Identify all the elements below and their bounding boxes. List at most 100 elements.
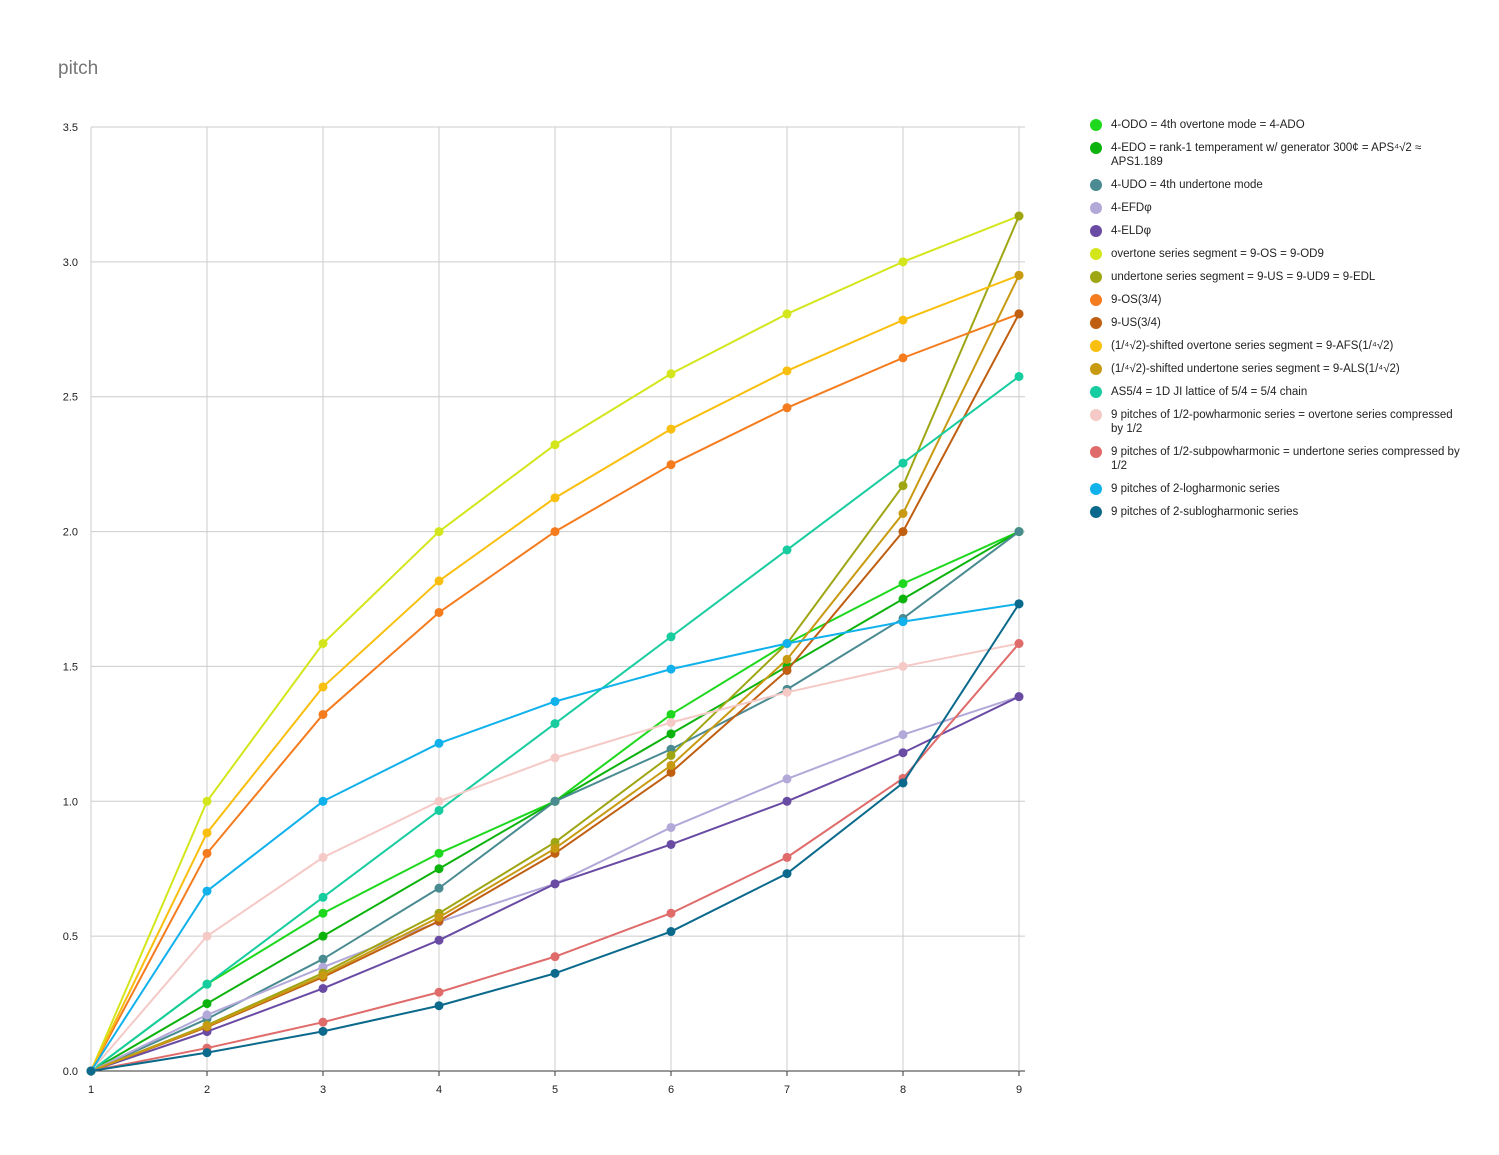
data-point <box>1014 270 1024 280</box>
data-point <box>202 999 212 1009</box>
legend-swatch <box>1090 409 1102 421</box>
legend-label: 9-OS(3/4) <box>1111 294 1162 306</box>
data-point <box>434 576 444 586</box>
data-point <box>550 837 560 847</box>
legend-swatch <box>1090 202 1102 214</box>
legend-swatch <box>1090 271 1102 283</box>
data-point <box>1014 309 1024 319</box>
data-point <box>1014 599 1024 609</box>
legend-label: 4-EFDφ <box>1111 202 1152 214</box>
x-tick-label: 9 <box>1016 1084 1022 1096</box>
chart-title: pitch <box>58 58 99 79</box>
data-point <box>202 886 212 896</box>
data-point <box>550 879 560 889</box>
data-point <box>666 760 676 770</box>
y-tick-label: 2.0 <box>63 527 78 539</box>
data-point <box>898 617 908 627</box>
data-point <box>86 1066 96 1076</box>
data-point <box>898 527 908 537</box>
y-tick-label: 3.0 <box>63 257 78 269</box>
legend-label: AS5/4 = 1D JI lattice of 5/4 = 5/4 chain <box>1111 386 1308 398</box>
data-point <box>666 744 676 754</box>
data-point <box>898 257 908 267</box>
data-point <box>318 908 328 918</box>
data-point <box>898 594 908 604</box>
data-point <box>550 527 560 537</box>
data-point <box>1014 371 1024 381</box>
data-point <box>434 848 444 858</box>
data-point <box>898 315 908 325</box>
legend-swatch <box>1090 446 1102 458</box>
legend-label: 4-EDO = rank-1 temperament w/ generator … <box>1111 142 1422 168</box>
legend-item: 9 pitches of 1/2-subpowharmonic = undert… <box>1090 445 1460 473</box>
legend-swatch <box>1090 317 1102 329</box>
data-point <box>434 796 444 806</box>
data-point <box>898 748 908 758</box>
y-tick-label: 0.0 <box>63 1066 78 1078</box>
legend-label: 9 pitches of 2-logharmonic series <box>1111 483 1280 495</box>
legend-item: 4-EDO = rank-1 temperament w/ generator … <box>1090 141 1460 169</box>
data-point <box>550 696 560 706</box>
x-tick-label: 8 <box>900 1084 906 1096</box>
data-point <box>318 852 328 862</box>
legend-label: 4-UDO = 4th undertone mode <box>1111 179 1263 191</box>
legend: 4-ODO = 4th overtone mode = 4-ADO 4-EDO =… <box>1090 118 1460 528</box>
legend-label: 9-US(3/4) <box>1111 317 1161 329</box>
data-point <box>666 369 676 379</box>
data-point <box>318 892 328 902</box>
data-point <box>782 545 792 555</box>
legend-label: 9 pitches of 1/2-powharmonic series = ov… <box>1111 409 1453 435</box>
legend-swatch <box>1090 179 1102 191</box>
data-point <box>550 952 560 962</box>
legend-swatch <box>1090 225 1102 237</box>
legend-swatch <box>1090 294 1102 306</box>
data-point <box>318 639 328 649</box>
legend-swatch <box>1090 119 1102 131</box>
legend-item: 9-OS(3/4) <box>1090 293 1460 307</box>
data-point <box>434 805 444 815</box>
legend-swatch <box>1090 363 1102 375</box>
data-point <box>434 1001 444 1011</box>
data-point <box>782 403 792 413</box>
data-point <box>434 527 444 537</box>
data-point <box>202 848 212 858</box>
data-point <box>1014 211 1024 221</box>
x-tick-label: 7 <box>784 1084 790 1096</box>
data-point <box>782 639 792 649</box>
data-point <box>782 774 792 784</box>
data-point <box>434 864 444 874</box>
y-tick-label: 2.5 <box>63 392 78 404</box>
data-point <box>318 1017 328 1027</box>
legend-item: (1/⁴√2)-shifted undertone series segment… <box>1090 362 1460 376</box>
data-point <box>782 869 792 879</box>
axes: 0.0 0.5 1.0 1.5 2.0 2.5 3.0 3.5 1 2 3 4 5 6 7 8 9 <box>63 122 1022 1096</box>
x-tick-label: 6 <box>668 1084 674 1096</box>
data-point <box>782 665 792 675</box>
data-point <box>550 796 560 806</box>
data-point <box>434 987 444 997</box>
data-point <box>434 607 444 617</box>
legend-item: 9 pitches of 2-logharmonic series <box>1090 482 1460 496</box>
data-point <box>434 883 444 893</box>
legend-label: 9 pitches of 1/2-subpowharmonic = undert… <box>1111 446 1460 472</box>
legend-label: (1/⁴√2)-shifted overtone series segment … <box>1111 340 1394 352</box>
data-point <box>434 738 444 748</box>
legend-item: 4-EFDφ <box>1090 201 1460 215</box>
legend-swatch <box>1090 386 1102 398</box>
data-point <box>782 796 792 806</box>
data-point <box>666 709 676 719</box>
data-point <box>666 839 676 849</box>
legend-swatch <box>1090 483 1102 495</box>
legend-item: 4-ELDφ <box>1090 224 1460 238</box>
data-point <box>782 309 792 319</box>
data-point <box>434 935 444 945</box>
legend-swatch <box>1090 248 1102 260</box>
data-point <box>666 822 676 832</box>
data-point <box>318 971 328 981</box>
legend-item: 4-UDO = 4th undertone mode <box>1090 178 1460 192</box>
x-tick-label: 5 <box>552 1084 558 1096</box>
legend-label: 4-ELDφ <box>1111 225 1152 237</box>
y-tick-label: 1.5 <box>63 661 78 673</box>
data-point <box>318 1026 328 1036</box>
data-point <box>898 353 908 363</box>
